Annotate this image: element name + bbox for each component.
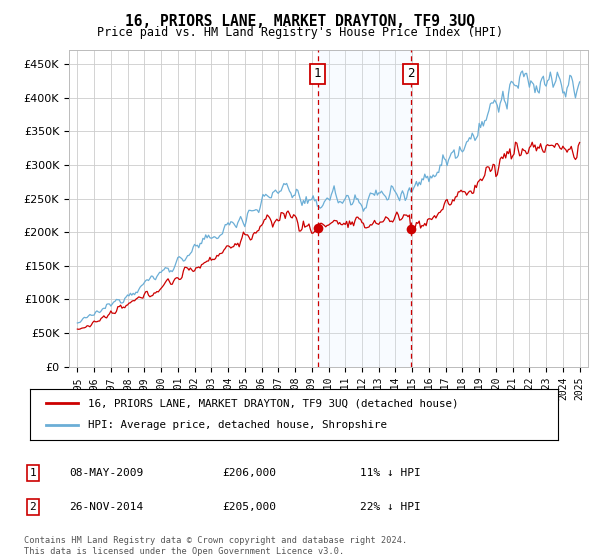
Text: 26-NOV-2014: 26-NOV-2014 — [69, 502, 143, 512]
Text: 1: 1 — [314, 67, 322, 81]
Text: 2: 2 — [29, 502, 37, 512]
Text: £205,000: £205,000 — [222, 502, 276, 512]
Text: 2: 2 — [407, 67, 414, 81]
Text: 16, PRIORS LANE, MARKET DRAYTON, TF9 3UQ: 16, PRIORS LANE, MARKET DRAYTON, TF9 3UQ — [125, 14, 475, 29]
Text: 1: 1 — [29, 468, 37, 478]
Text: 16, PRIORS LANE, MARKET DRAYTON, TF9 3UQ (detached house): 16, PRIORS LANE, MARKET DRAYTON, TF9 3UQ… — [88, 398, 458, 408]
Text: HPI: Average price, detached house, Shropshire: HPI: Average price, detached house, Shro… — [88, 421, 387, 431]
Text: Price paid vs. HM Land Registry's House Price Index (HPI): Price paid vs. HM Land Registry's House … — [97, 26, 503, 39]
Bar — [317, 50, 410, 367]
Text: 22% ↓ HPI: 22% ↓ HPI — [360, 502, 421, 512]
Text: 08-MAY-2009: 08-MAY-2009 — [69, 468, 143, 478]
Text: 11% ↓ HPI: 11% ↓ HPI — [360, 468, 421, 478]
Text: Contains HM Land Registry data © Crown copyright and database right 2024.
This d: Contains HM Land Registry data © Crown c… — [24, 536, 407, 556]
Text: £206,000: £206,000 — [222, 468, 276, 478]
